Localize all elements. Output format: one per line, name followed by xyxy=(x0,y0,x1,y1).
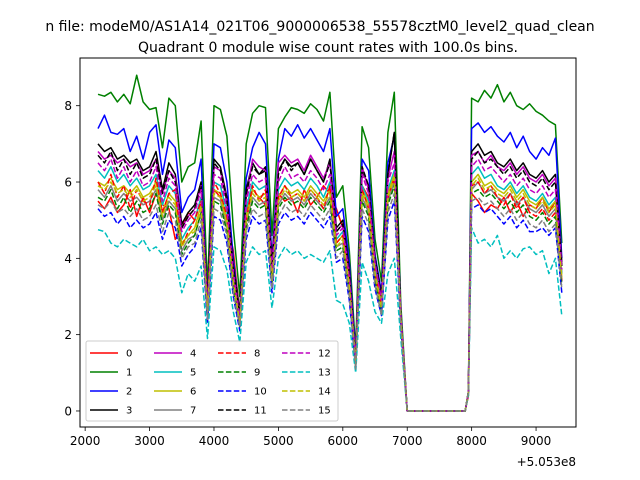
series-line-12 xyxy=(97,158,563,412)
legend-label-12: 12 xyxy=(318,349,331,360)
y-tick-label: 6 xyxy=(64,176,72,190)
legend-label-5: 5 xyxy=(190,368,196,379)
figure-suptitle: n file: modeM0/AS1A14_021T06_9000006538_… xyxy=(45,19,594,35)
x-tick-label: 5000 xyxy=(263,434,294,448)
legend-label-6: 6 xyxy=(190,387,196,398)
series-line-13 xyxy=(97,227,563,412)
chart-title: Quadrant 0 module wise count rates with … xyxy=(138,40,518,56)
series-line-10 xyxy=(97,200,563,412)
y-tick-label: 0 xyxy=(64,404,72,418)
series-line-14 xyxy=(97,177,563,412)
legend-label-14: 14 xyxy=(318,387,331,398)
legend-label-1: 1 xyxy=(126,368,132,379)
plot-frame xyxy=(79,57,577,428)
series-line-9 xyxy=(97,185,563,412)
series-line-8 xyxy=(97,173,563,412)
x-tick-label: 2000 xyxy=(70,434,101,448)
x-tick-label: 7000 xyxy=(392,434,423,448)
legend-label-3: 3 xyxy=(126,406,132,417)
axis-ticks: 2000 3000 4000 5000 6000 7000 8000 9000 0 2 4 6 8 xyxy=(64,99,551,448)
legend-label-8: 8 xyxy=(254,349,260,360)
x-tick-label: 6000 xyxy=(328,434,359,448)
legend-label-0: 0 xyxy=(126,349,132,360)
legend-box xyxy=(85,340,339,422)
legend-label-4: 4 xyxy=(190,349,196,360)
y-tick-label: 8 xyxy=(64,99,72,113)
series-line-1 xyxy=(97,74,563,412)
legend-label-2: 2 xyxy=(126,387,132,398)
series-line-2 xyxy=(97,114,563,412)
series-layer xyxy=(97,74,563,412)
x-tick-label: 9000 xyxy=(521,434,552,448)
legend-label-11: 11 xyxy=(254,406,267,417)
x-offset-label: +5.053e8 xyxy=(517,455,576,469)
legend-label-15: 15 xyxy=(318,406,331,417)
y-tick-label: 2 xyxy=(64,328,72,342)
legend-label-9: 9 xyxy=(254,368,260,379)
legend-label-7: 7 xyxy=(190,406,196,417)
y-tick-label: 4 xyxy=(64,252,72,266)
x-tick-label: 3000 xyxy=(134,434,165,448)
legend-label-10: 10 xyxy=(254,387,267,398)
x-tick-label: 8000 xyxy=(456,434,487,448)
legend-label-13: 13 xyxy=(318,368,331,379)
series-line-15 xyxy=(97,192,563,412)
x-tick-label: 4000 xyxy=(199,434,230,448)
